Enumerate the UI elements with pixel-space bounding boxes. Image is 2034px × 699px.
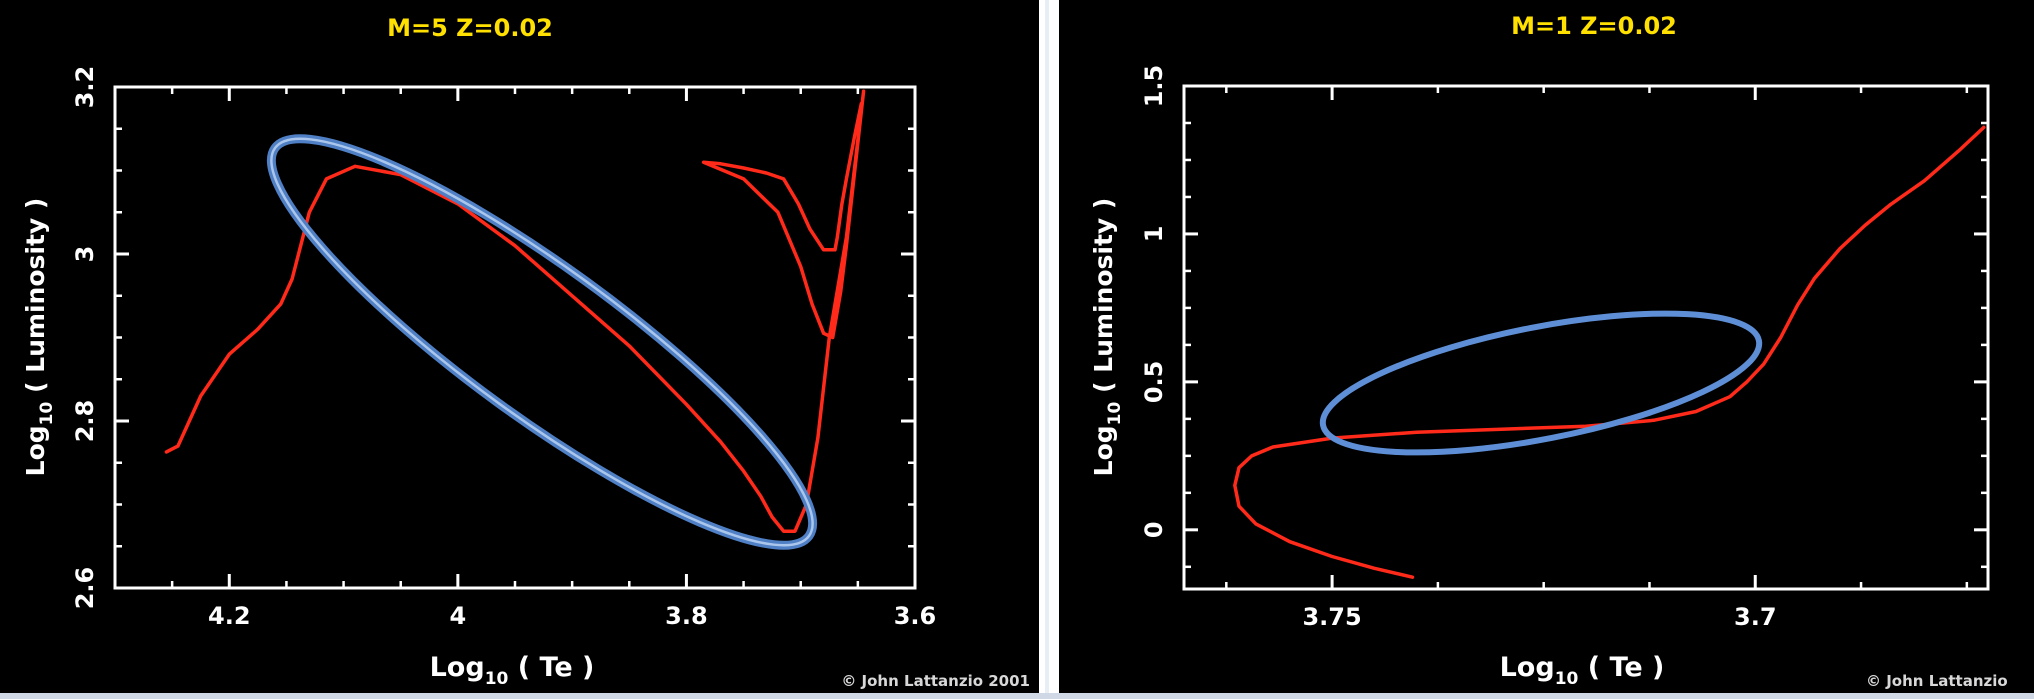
left-track-group [164, 89, 866, 533]
right-x-tick-label: 3.7 [1734, 603, 1777, 631]
left-x-tick-label: 4.2 [208, 602, 251, 630]
right-x-tick-label: 3.75 [1302, 603, 1361, 631]
left-y-tick-label: 3 [71, 246, 99, 263]
left-x-tick-label: 3.6 [894, 602, 937, 630]
left-y-tick-label: 3.2 [71, 66, 99, 109]
right-y-tick-label: 0 [1140, 521, 1168, 538]
right-y-tick-label: 1.5 [1140, 65, 1168, 108]
right-highlight-ellipse [1319, 310, 1763, 456]
right-y-tick-label: 1 [1140, 226, 1168, 243]
left-credit: © John Lattanzio 2001 [841, 672, 1030, 690]
right-x-axis-label: Log10 ( Te ) [1500, 652, 1665, 689]
left-x-axis-label: Log10 ( Te ) [430, 652, 595, 689]
bottom-edge [0, 693, 2034, 699]
left-chart-title: M=5 Z=0.02 [387, 14, 553, 42]
right-y-tick-label: 0.5 [1140, 361, 1168, 404]
left-x-tick-label: 4 [450, 602, 467, 630]
left-tick-group: 4.2 4 3.8 3.6 2.6 2.8 3 3.2 [71, 66, 936, 630]
left-evolution-track [164, 89, 866, 533]
right-credit: © John Lattanzio [1866, 672, 2008, 690]
left-y-tick-label: 2.6 [71, 567, 99, 610]
right-tick-group: 3.75 3.7 0 0.5 1 1.5 [1140, 65, 1988, 631]
right-chart-title: M=1 Z=0.02 [1511, 12, 1677, 40]
left-x-tick-label: 3.8 [665, 602, 708, 630]
left-highlight-ellipse [266, 134, 818, 550]
left-y-tick-label: 2.8 [71, 400, 99, 443]
panel-divider-inner [1045, 0, 1049, 699]
right-plot-frame [1182, 84, 1990, 591]
